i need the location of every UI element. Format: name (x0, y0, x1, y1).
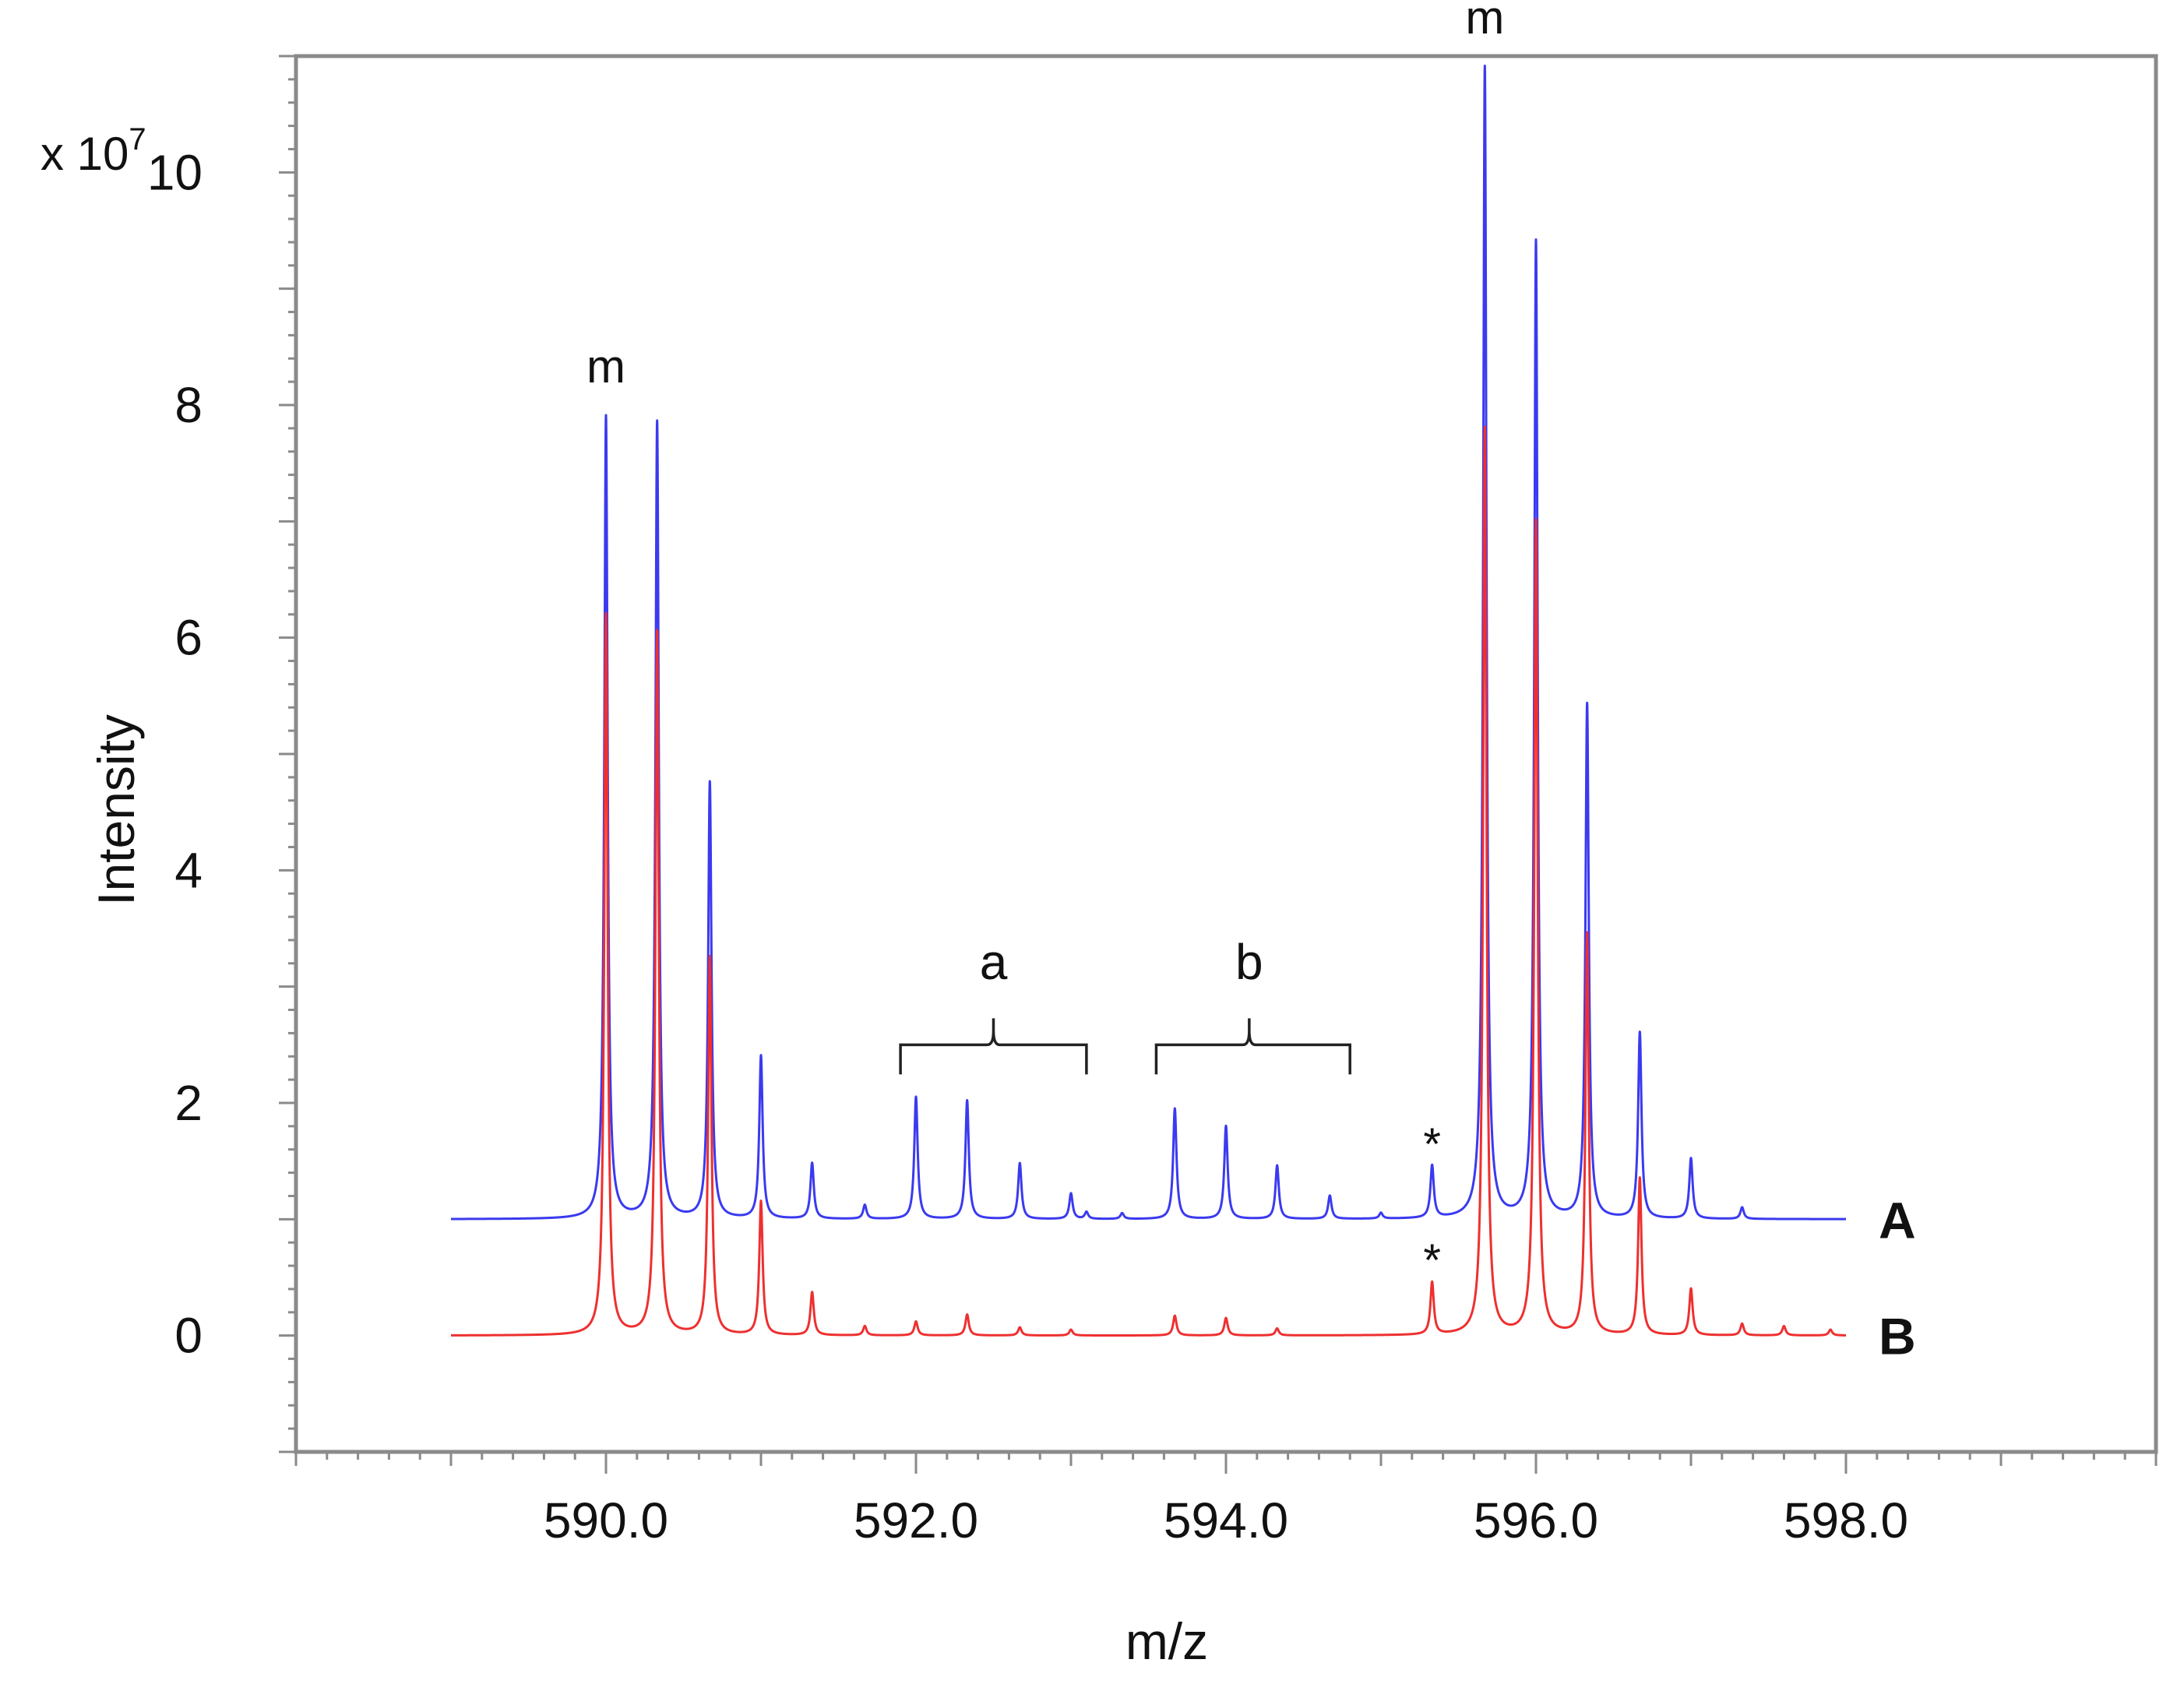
peak-a (604, 415, 608, 418)
series-a-line (449, 65, 1848, 1221)
axis-ticks (279, 55, 2158, 1474)
peak-b (1069, 1328, 1073, 1331)
bracket-label-b: b (1235, 934, 1263, 990)
y-tick-label: 4 (174, 842, 203, 898)
peak-b (759, 1200, 763, 1203)
peak-a (1379, 1212, 1383, 1215)
x-tick-label: 598.0 (1784, 1492, 1908, 1548)
peak-b (1782, 1325, 1785, 1328)
peak-a (811, 1162, 814, 1165)
peak-a (1689, 1157, 1693, 1161)
x-tick-label: 590.0 (544, 1492, 668, 1548)
peak-a (1534, 241, 1538, 244)
peak-a (1483, 66, 1486, 69)
tick-labels: 590.0 592.0 594.0 596.0 598.0 0 2 4 6 8 10 (147, 144, 1908, 1548)
bracket-label-a: a (980, 934, 1008, 990)
y-tick-label: 10 (147, 144, 203, 200)
x-tick-label: 594.0 (1164, 1492, 1288, 1548)
peak-b (1534, 520, 1538, 523)
peak-a (1224, 1125, 1228, 1128)
peak-a (863, 1203, 866, 1207)
y-tick-label: 8 (174, 377, 203, 433)
peak-b (966, 1313, 969, 1316)
peak-b (656, 630, 659, 633)
peak-a (1586, 703, 1589, 706)
series-layer: AB (449, 65, 1916, 1365)
peak-b (1173, 1314, 1176, 1317)
x-tick-label: 596.0 (1474, 1492, 1598, 1548)
peak-a (1328, 1194, 1331, 1197)
y-exponent-label: x 107 (41, 122, 146, 180)
bracket-a (899, 1018, 1088, 1075)
x-tick-label: 592.0 (854, 1492, 978, 1548)
peak-b (1829, 1328, 1832, 1331)
annotations: m m a b * * (587, 0, 1504, 1286)
peak-label-m: m (1465, 0, 1504, 44)
peak-a (656, 421, 659, 424)
peak-b (1483, 427, 1486, 430)
asterisk-annotation: * (1423, 1119, 1441, 1170)
peak-a (1121, 1212, 1124, 1215)
peak-a (1085, 1210, 1088, 1214)
series-label-a: A (1879, 1191, 1916, 1249)
y-tick-label: 6 (174, 610, 203, 666)
peak-b (863, 1325, 866, 1328)
peak-a (914, 1096, 918, 1099)
peak-b (1018, 1326, 1021, 1329)
peak-b (914, 1320, 918, 1323)
peak-b (811, 1291, 814, 1294)
peak-b (1689, 1288, 1693, 1291)
peak-label-m: m (587, 340, 625, 393)
bracket-b (1154, 1018, 1351, 1075)
peak-b (708, 956, 711, 959)
peak-b (1638, 1177, 1641, 1180)
peak-a (1276, 1164, 1279, 1168)
peak-a (708, 781, 711, 784)
y-tick-label: 2 (174, 1075, 203, 1131)
y-tick-label: 0 (174, 1308, 203, 1364)
x-axis-label: m/z (1125, 1612, 1208, 1670)
peak-a (1069, 1192, 1073, 1195)
peak-b (1224, 1316, 1228, 1319)
peak-a (1741, 1206, 1744, 1209)
series-label-b: B (1879, 1308, 1916, 1365)
y-axis-label: Intensity (87, 714, 145, 906)
plot-frame (294, 54, 2158, 1454)
peak-a (1173, 1107, 1176, 1110)
peak-a (1638, 1031, 1641, 1034)
peak-a (1018, 1162, 1021, 1165)
peak-a (759, 1055, 763, 1058)
series-b-line (449, 425, 1848, 1337)
asterisk-annotation: * (1423, 1235, 1441, 1286)
peak-b (604, 613, 608, 616)
peak-b (1276, 1327, 1279, 1330)
y-exponent-power: 7 (129, 122, 146, 157)
peak-b (1741, 1323, 1744, 1326)
peak-a (966, 1099, 969, 1102)
peak-b (1586, 932, 1589, 935)
